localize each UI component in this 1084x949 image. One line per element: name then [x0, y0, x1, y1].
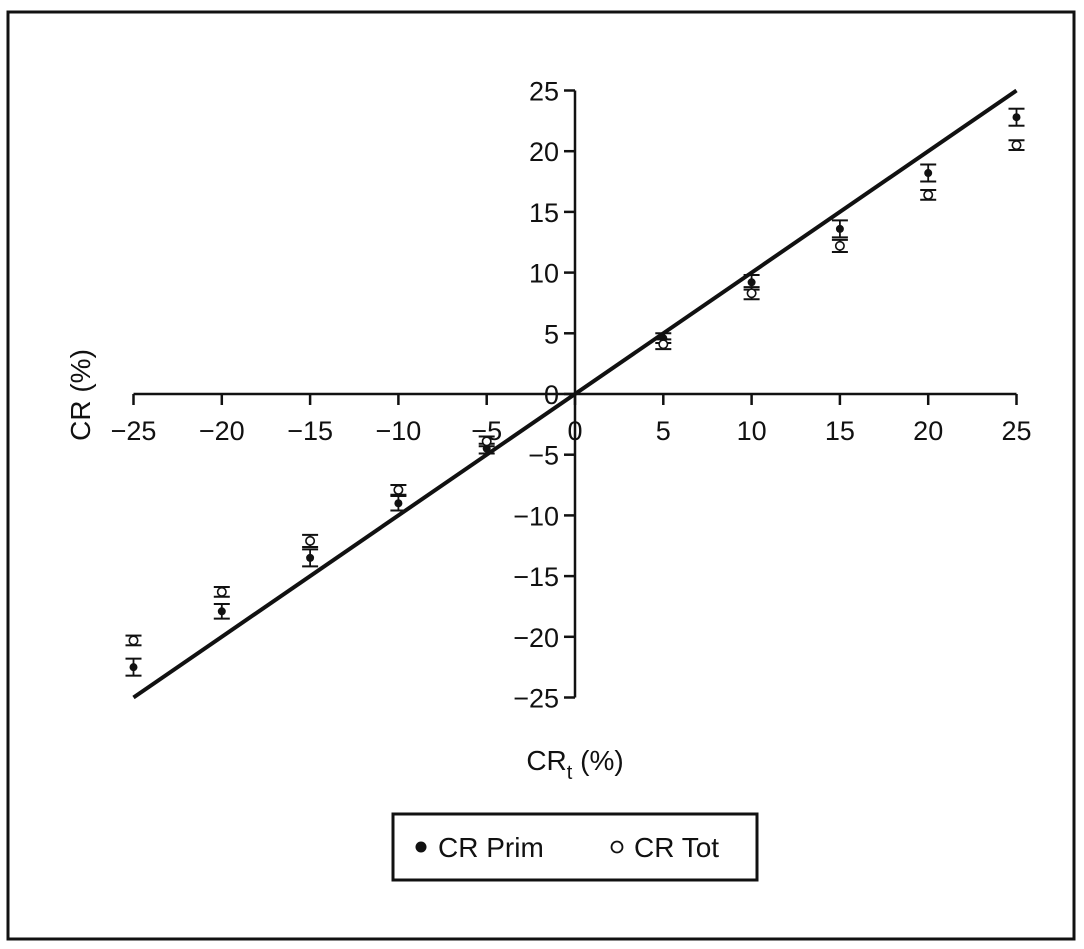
series-cr-tot: [125, 139, 1025, 647]
identity-line: [132, 88, 1018, 700]
data-point: [923, 189, 934, 200]
data-marks: [125, 107, 1025, 677]
x-axis-title-unit: (%): [572, 745, 623, 776]
y-tick-label: −25: [513, 684, 559, 714]
y-tick-label: −20: [513, 623, 559, 653]
data-point: [1011, 140, 1022, 151]
x-tick-label: 5: [656, 416, 671, 446]
y-tick-label: 0: [544, 380, 559, 410]
data-point: [924, 169, 933, 178]
x-axis-title-base: CR: [526, 745, 566, 776]
x-tick-label: −10: [375, 416, 421, 446]
legend-marker-cr-tot: [610, 840, 624, 854]
y-tick-label: 5: [544, 319, 559, 349]
data-point: [129, 663, 138, 672]
data-point: [1012, 113, 1021, 122]
axis-ticks: −25 −20 −15 −10 −5 0 5 10 15 20 25−25−20−15−10−551…: [111, 77, 1032, 714]
y-axis-title: CR (%): [65, 349, 96, 441]
legend-marker-cr-prim: [415, 841, 427, 853]
data-point: [305, 535, 316, 546]
figure-border: [6, 10, 1076, 941]
legend-label-cr-tot: CR Tot: [634, 832, 719, 863]
data-point: [128, 635, 139, 646]
data-point: [217, 607, 226, 616]
data-point: [393, 484, 404, 495]
x-axis-title-subscript: t: [567, 762, 573, 784]
legend: CR Prim CR Tot: [391, 812, 759, 882]
data-point: [306, 553, 315, 562]
series-cr-prim: [125, 107, 1025, 677]
data-point: [394, 499, 403, 508]
y-tick-label: −10: [513, 501, 559, 531]
y-tick-label: 25: [529, 77, 559, 107]
y-tick-label: 15: [529, 198, 559, 228]
x-tick-label: 10: [737, 416, 767, 446]
data-point: [658, 339, 669, 350]
data-point: [216, 586, 227, 597]
x-tick-label: 15: [825, 416, 855, 446]
data-point: [835, 224, 844, 233]
legend-label-cr-prim: CR Prim: [438, 832, 544, 863]
data-point: [746, 288, 757, 299]
x-tick-label: 25: [1001, 416, 1031, 446]
data-point: [834, 240, 845, 251]
data-point: [747, 278, 756, 287]
x-tick-label: −20: [199, 416, 245, 446]
data-point: [481, 436, 492, 447]
y-tick-label: 20: [529, 137, 559, 167]
identity-line-group: [132, 88, 1018, 700]
x-tick-label: −15: [287, 416, 333, 446]
x-tick-label: −25: [111, 416, 157, 446]
y-tick-label: 10: [529, 259, 559, 289]
x-tick-label: 0: [567, 416, 582, 446]
legend-box: [391, 812, 759, 882]
y-tick-label: −15: [513, 562, 559, 592]
x-tick-label: 20: [913, 416, 943, 446]
x-axis-title: CRt (%): [526, 745, 623, 784]
y-tick-label: −5: [528, 441, 559, 471]
